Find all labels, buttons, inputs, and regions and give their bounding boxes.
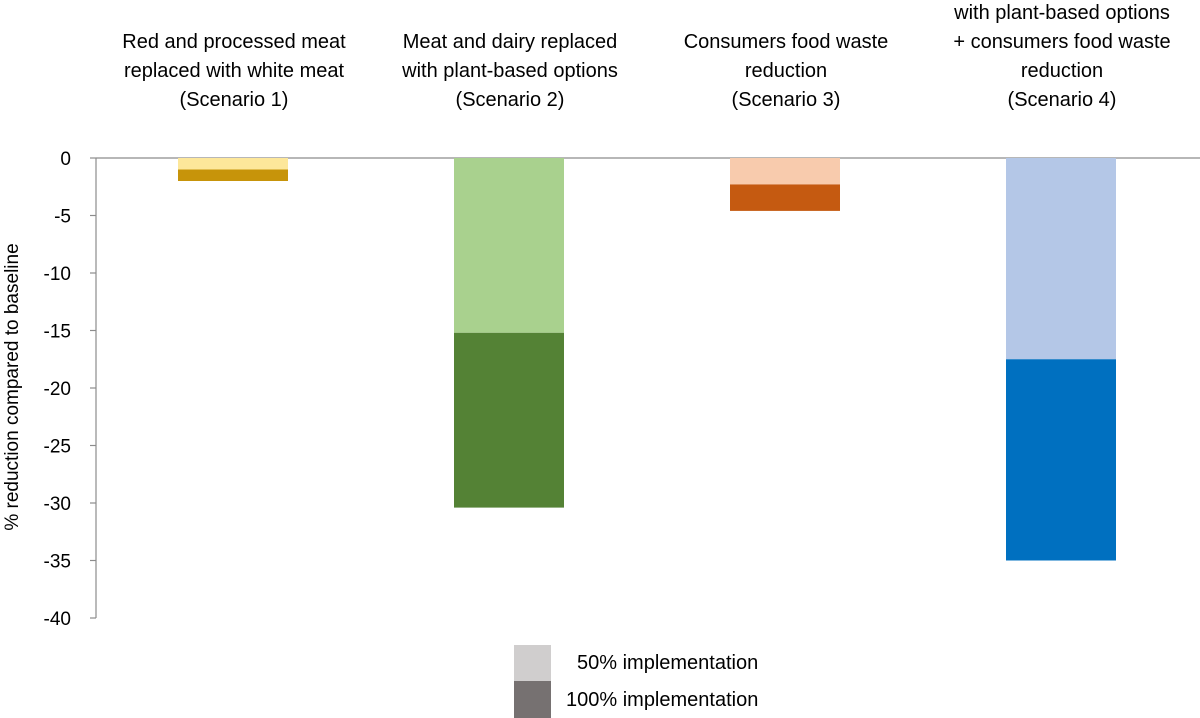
y-tick-label: -15 <box>44 322 71 343</box>
y-tick-label: -5 <box>54 207 71 228</box>
bar-50-implementation-3 <box>730 158 840 185</box>
category-label-line: (Scenario 1) <box>180 89 289 111</box>
category-label-line: (Scenario 3) <box>732 89 841 111</box>
category-label-line: with plant-based options <box>953 2 1170 24</box>
y-tick-label: -25 <box>44 437 71 458</box>
legend-swatch-50 <box>514 645 551 681</box>
y-tick-label: 0 <box>60 149 71 170</box>
bar-100-implementation-1 <box>178 169 288 181</box>
category-label-line: + consumers food waste <box>953 31 1170 53</box>
bar-50-implementation-1 <box>178 158 288 170</box>
category-label-line: reduction <box>745 60 827 82</box>
bar-100-implementation-4 <box>1006 359 1116 561</box>
bar-100-implementation-3 <box>730 184 840 211</box>
y-tick-label: -35 <box>44 552 71 573</box>
legend-label-50: 50% implementation <box>577 652 758 674</box>
category-label-line: with plant-based options <box>401 60 618 82</box>
category-label-line: Meat and dairy replaced <box>403 31 618 53</box>
y-tick-label: -30 <box>44 494 71 515</box>
y-tick-label: -40 <box>44 609 71 630</box>
legend-swatch-100 <box>514 681 551 718</box>
category-label-line: (Scenario 2) <box>456 89 565 111</box>
bar-50-implementation-4 <box>1006 158 1116 360</box>
category-label-line: Consumers food waste <box>684 31 889 53</box>
legend-label-100: 100% implementation <box>566 689 758 711</box>
category-label-line: reduction <box>1021 60 1103 82</box>
category-label-line: replaced with white meat <box>124 60 345 82</box>
y-tick-label: -20 <box>44 379 71 400</box>
category-label-line: Red and processed meat <box>122 31 346 53</box>
bar-50-implementation-2 <box>454 158 564 333</box>
y-tick-label: -10 <box>44 264 71 285</box>
bar-100-implementation-2 <box>454 332 564 508</box>
category-label-line: (Scenario 4) <box>1008 89 1117 111</box>
y-axis-title: % reduction compared to baseline <box>2 243 23 530</box>
